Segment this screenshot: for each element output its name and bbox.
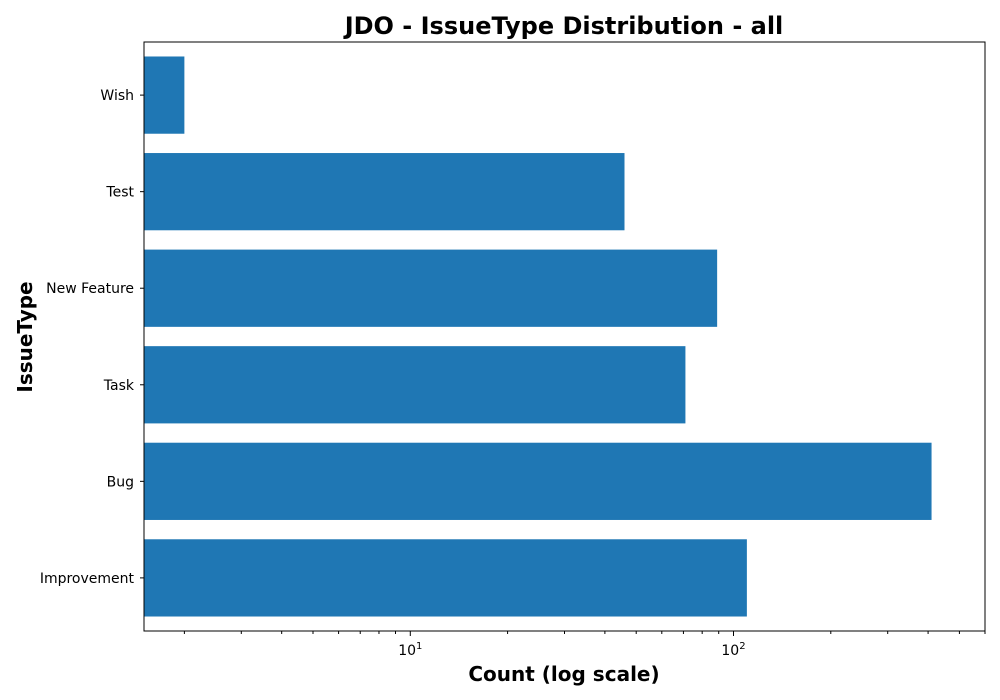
y-tick-label: Improvement bbox=[40, 571, 135, 587]
y-axis-label: IssueType bbox=[13, 281, 37, 392]
y-tick-label: Bug bbox=[107, 474, 134, 490]
y-tick-label: Wish bbox=[100, 88, 134, 104]
y-ticks-group: Improvement Bug Task New Feature Test Wish bbox=[40, 88, 144, 587]
bars-group bbox=[144, 56, 932, 617]
bar-wish bbox=[144, 56, 185, 134]
x-tick-label: 102 bbox=[721, 641, 745, 659]
y-tick-label: Task bbox=[103, 378, 135, 394]
bar-task bbox=[144, 346, 686, 424]
y-tick-label: New Feature bbox=[46, 281, 134, 297]
x-tick-label: 101 bbox=[398, 641, 422, 659]
x-axis-label: Count (log scale) bbox=[468, 662, 659, 686]
bar-test bbox=[144, 153, 625, 231]
chart-title: JDO - IssueType Distribution - all bbox=[343, 12, 784, 40]
bar-improvement bbox=[144, 539, 747, 617]
y-tick-label: Test bbox=[105, 185, 134, 201]
x-ticks-group: 101 102 bbox=[183, 631, 986, 659]
plot-frame bbox=[143, 41, 986, 632]
bar-bug bbox=[144, 442, 932, 520]
bar-new-feature bbox=[144, 249, 718, 327]
